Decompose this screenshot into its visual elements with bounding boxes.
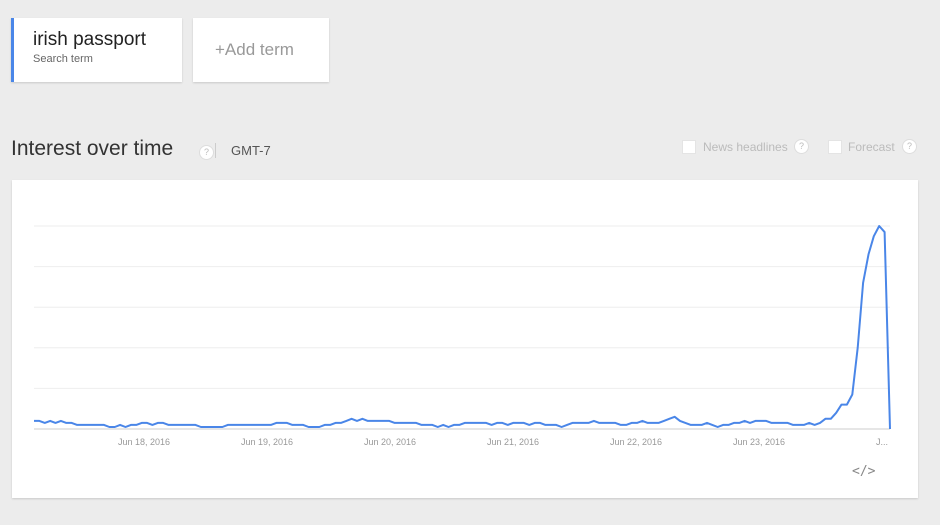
forecast-checkbox[interactable]	[828, 140, 842, 154]
x-tick-label: Jun 19, 2016	[241, 437, 293, 447]
divider	[215, 143, 216, 158]
chart-svg: Jun 18, 2016 Jun 19, 2016 Jun 20, 2016 Jun …	[34, 225, 891, 447]
add-term-button[interactable]: +Add term	[193, 18, 329, 82]
x-tick-label: Jun 23, 2016	[733, 437, 785, 447]
x-tick-label: Jun 18, 2016	[118, 437, 170, 447]
add-term-label: +Add term	[215, 40, 294, 59]
section-title: Interest over time	[11, 137, 174, 160]
help-icon[interactable]: ?	[199, 145, 214, 160]
series-line[interactable]	[34, 225, 891, 430]
x-tick-label: J...	[876, 437, 888, 447]
x-tick-label: Jun 20, 2016	[364, 437, 416, 447]
news-headlines-label: News headlines	[703, 140, 788, 154]
timezone-label: GMT-7	[231, 143, 271, 158]
news-headlines-checkbox[interactable]	[682, 140, 696, 154]
news-help-icon[interactable]: ?	[794, 139, 809, 154]
interest-chart: Jun 18, 2016 Jun 19, 2016 Jun 20, 2016 Jun …	[12, 180, 918, 498]
x-tick-label: Jun 21, 2016	[487, 437, 539, 447]
embed-code-icon[interactable]: </>	[852, 464, 876, 479]
forecast-help-icon[interactable]: ?	[902, 139, 917, 154]
search-term-value: irish passport	[33, 29, 146, 50]
x-tick-label: Jun 22, 2016	[610, 437, 662, 447]
search-term-caption: Search term	[33, 53, 93, 65]
search-term-card[interactable]: irish passport Search term	[11, 18, 182, 82]
forecast-label: Forecast	[848, 140, 895, 154]
